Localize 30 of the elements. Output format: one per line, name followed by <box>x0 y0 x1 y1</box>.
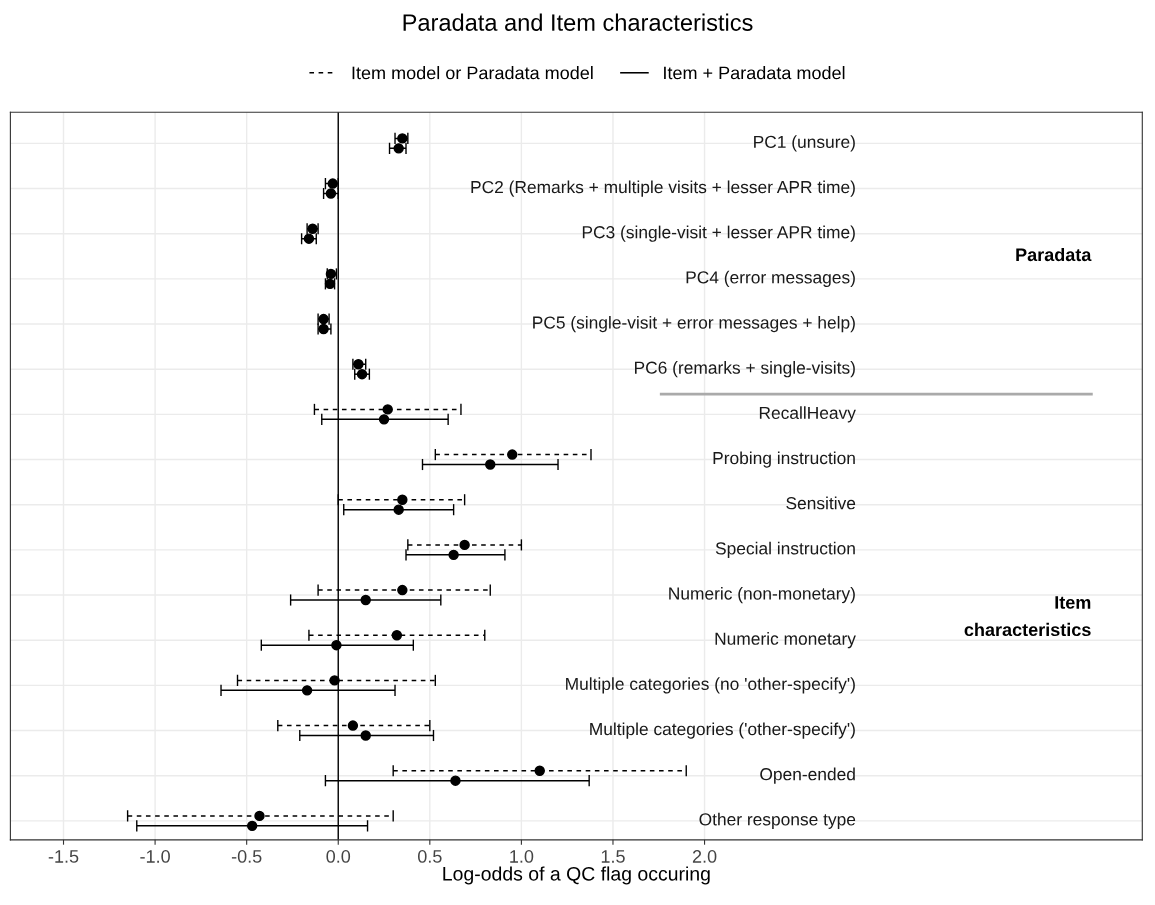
y-tick-label: RecallHeavy <box>759 406 856 423</box>
y-tick-label: PC1 (unsure) <box>754 135 855 152</box>
x-tick-label: -1.0 <box>140 850 170 863</box>
y-tick-label: Multiple categories ('other-specify') <box>590 722 855 739</box>
y-tick-label: Numeric monetary <box>715 632 856 649</box>
y-tick-label: Sensitive <box>786 496 856 510</box>
y-tick-label: PC2 (Remarks + multiple visits + lesser APR time) <box>471 180 855 197</box>
y-tick-label: PC6 (remarks + single-visits) <box>634 361 855 378</box>
annotation: Item characteristics <box>964 596 1091 637</box>
x-tick-label: 2.0 <box>692 850 717 863</box>
x-tick-label: -0.5 <box>231 850 262 863</box>
y-tick-label: Numeric (non-monetary) <box>669 586 855 604</box>
y-tick-label: PC5 (single-visit + error messages + help) <box>533 315 855 333</box>
x-tick-label: 1.5 <box>601 850 625 863</box>
y-tick-label: PC3 (single-visit + lesser APR time) <box>582 225 855 242</box>
legend-label: Item model or Paradata model <box>352 66 593 80</box>
chart-title: Paradata and Item characteristics <box>403 13 753 31</box>
y-tick-label: Probing instruction <box>713 451 855 468</box>
y-tick-label: Other response type <box>699 812 856 829</box>
y-tick-label: PC4 (error messages) <box>686 270 855 287</box>
annotation: Paradata <box>1016 247 1092 262</box>
x-tick-label: 0.5 <box>417 850 442 863</box>
x-axis-title: Log-odds of a QC flag occuring <box>443 866 710 885</box>
x-tick-label: 1.0 <box>510 850 534 863</box>
y-tick-label: Special instruction <box>715 541 855 558</box>
x-tick-label: -1.5 <box>48 850 79 863</box>
y-tick-label: Open-ended <box>760 767 855 784</box>
y-tick-label: Multiple categories (no 'other-specify') <box>566 677 855 694</box>
x-tick-label: 0.0 <box>326 850 351 863</box>
legend-label: Item + Paradata model <box>664 66 845 80</box>
